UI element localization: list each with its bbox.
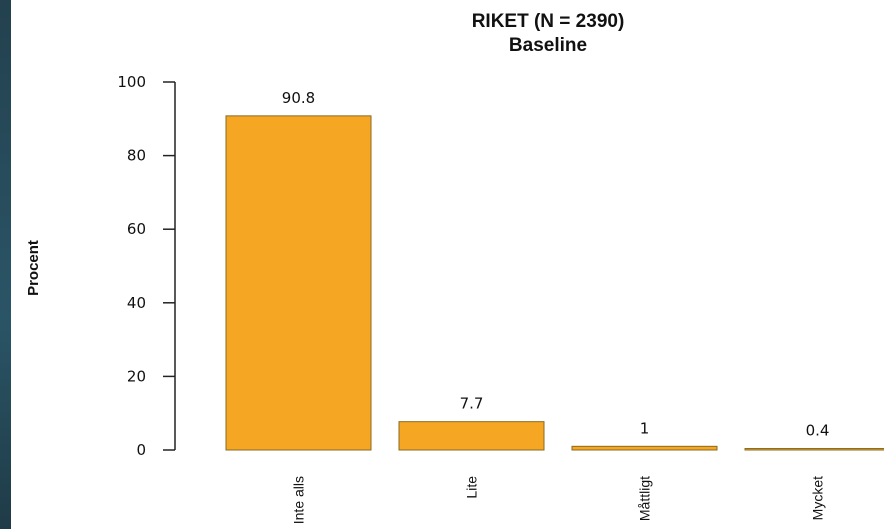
data-labels: 90.8 7.7 1 0.4 [282,89,830,440]
category-label-2: Lite [464,476,480,499]
data-label-4: 0.4 [806,422,830,440]
y-tick-label: 60 [127,220,146,238]
bar-3 [571,445,718,451]
category-label-4: Mycket [810,476,826,520]
y-axis-label: Procent [25,240,42,296]
bar-4 [744,448,884,451]
category-labels: Inte alls Lite Måttligt Mycket [291,476,826,524]
y-tick-label: 40 [127,294,146,312]
y-tick-label: 100 [117,73,146,91]
y-tick-label: 80 [127,147,146,165]
bar-2 [398,421,545,451]
chart-title: RIKET (N = 2390) [472,11,625,32]
data-label-3: 1 [640,419,650,437]
y-ticks: 0 20 40 60 80 100 [117,73,175,459]
y-tick-label: 20 [127,367,146,385]
category-label-1: Inte alls [291,476,307,524]
bars [225,115,884,451]
side-stripe [0,0,11,529]
chart-subtitle: Baseline [509,35,587,56]
data-label-1: 90.8 [282,89,315,107]
category-label-3: Måttligt [637,476,653,521]
bar-1 [225,115,372,451]
data-label-2: 7.7 [460,395,484,413]
y-tick-label: 0 [136,441,146,459]
